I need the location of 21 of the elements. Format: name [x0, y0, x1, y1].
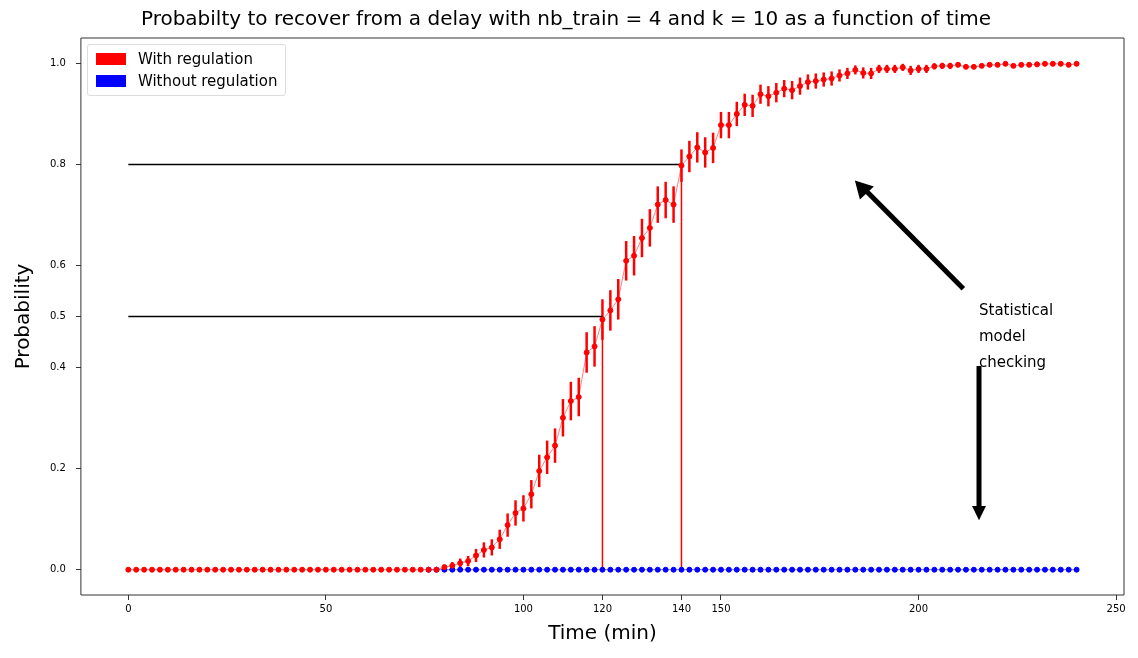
chart-title: Probabilty to recover from a delay with nb_train = 4 and k = 10 as a function of time [140, 6, 992, 31]
y-tick-label: 1.0 [50, 56, 66, 68]
y-tick-label: 0.2 [50, 462, 66, 473]
y-tick-label: 0.8 [50, 158, 66, 170]
x-axis-title: Time (min) [547, 620, 657, 645]
x-tick-label: 0 [125, 602, 132, 614]
x-tick-label: 150 [711, 602, 731, 614]
annotation: Statistical model checking [979, 300, 1055, 373]
legend-label: With regulation [137, 50, 253, 68]
x-tick-label: 250 [1106, 602, 1126, 614]
x-tick-label: 50 [319, 602, 333, 614]
x-tick-label: 120 [592, 602, 612, 614]
y-tick-label: 0.4 [50, 360, 66, 372]
legend-label: Without regulation [137, 72, 278, 90]
y-tick-label: 0.0 [50, 563, 66, 575]
x-tick-label: 200 [908, 602, 929, 614]
y-tick-label: 0.5 [50, 310, 66, 322]
y-tick-label: 0.6 [50, 259, 66, 271]
y-axis-title: Probability [10, 263, 35, 370]
x-tick-label: 100 [513, 602, 533, 614]
x-tick-label: 140 [671, 602, 692, 614]
